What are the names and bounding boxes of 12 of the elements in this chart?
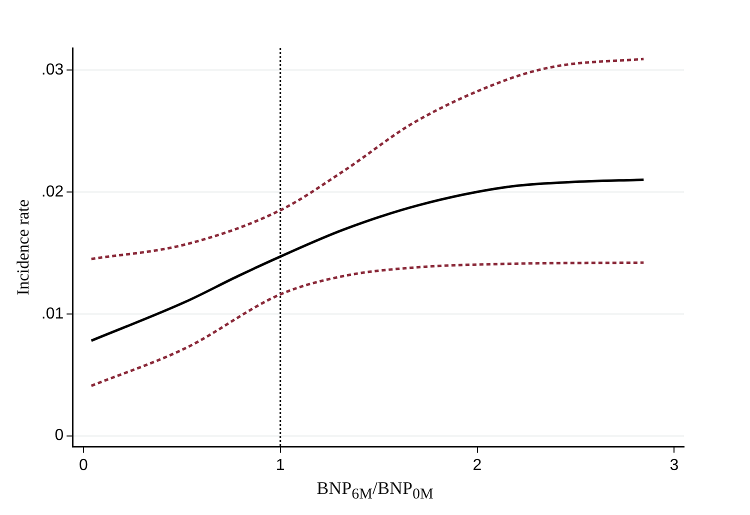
y-tick-label: 0 [54, 427, 64, 444]
x-tick-label: 2 [472, 456, 482, 474]
y-tick-label: .03 [41, 61, 64, 78]
x-tick-label: 3 [670, 456, 679, 474]
line-series [90, 261, 645, 388]
x-tick-label: 1 [276, 456, 285, 474]
y-axis-title: Incidence rate [14, 200, 33, 296]
x-axis-title: BNP$_{6M}$/BNP$_{0M}$ [316, 478, 434, 504]
y-tick-label: .02 [41, 183, 64, 200]
line-series [90, 58, 645, 260]
y-tick-label: .01 [41, 305, 64, 322]
x-tick-label: 0 [79, 456, 88, 474]
